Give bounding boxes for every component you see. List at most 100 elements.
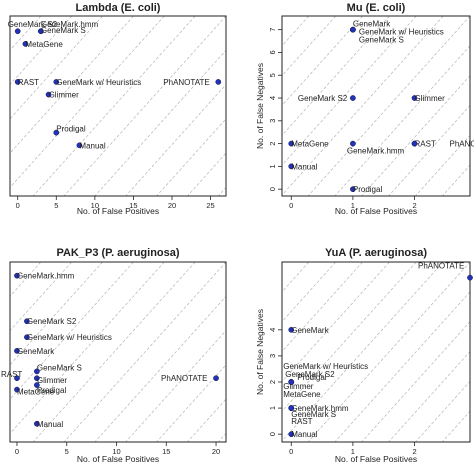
- diagonal-line: [282, 262, 417, 412]
- x-tick-label: 20: [212, 447, 220, 456]
- x-tick-label: 10: [112, 447, 120, 456]
- diagonal-line: [282, 16, 444, 196]
- x-axis-title: No. of False Positives: [77, 454, 159, 464]
- data-point: [53, 129, 60, 136]
- x-tick-label: 5: [65, 447, 69, 456]
- data-point: [45, 91, 52, 98]
- diagonal-reference-lines: [10, 16, 226, 196]
- point-label: GeneMark: [353, 20, 391, 29]
- point-label: PhANOTATE: [418, 262, 464, 271]
- point-label: Prodigal: [297, 373, 327, 382]
- data-point: [24, 334, 30, 341]
- point-label: Manual: [79, 141, 105, 150]
- diagonal-line: [361, 75, 470, 196]
- diagonal-line: [10, 16, 134, 154]
- y-tick-label: 3: [268, 354, 277, 358]
- x-axis-title: No. of False Positives: [335, 206, 417, 216]
- data-point: [288, 140, 295, 147]
- diagonal-line: [282, 16, 417, 166]
- point-label: Manual: [37, 420, 63, 429]
- x-tick-label: 5: [54, 201, 58, 210]
- diagonal-line: [442, 164, 470, 196]
- diagonal-line: [334, 45, 470, 196]
- point-label: GeneMark: [17, 347, 55, 356]
- x-tick-label: 15: [162, 447, 170, 456]
- x-axis-title: No. of False Positives: [335, 454, 417, 464]
- y-tick-label: 3: [268, 119, 277, 123]
- diagonal-line: [125, 330, 226, 442]
- diagonal-line: [307, 16, 470, 196]
- diagonal-line: [282, 16, 363, 107]
- diagonal-line: [10, 262, 134, 400]
- diagonal-line: [282, 16, 390, 136]
- diagonal-line: [282, 262, 363, 353]
- data-point: [14, 272, 20, 279]
- data-point: [411, 140, 418, 147]
- point-label: GeneMark.hmm: [41, 20, 99, 29]
- data-point: [467, 274, 473, 281]
- diagonal-line: [32, 262, 196, 442]
- x-tick-label: 2: [412, 201, 416, 210]
- y-tick-label: 0: [268, 187, 277, 191]
- y-tick-label: 2: [268, 142, 277, 146]
- y-tick-label: 4: [268, 96, 277, 100]
- data-point: [22, 41, 29, 47]
- diagonal-line: [39, 16, 201, 196]
- x-tick-label: 2: [412, 447, 416, 456]
- data-point: [14, 28, 21, 35]
- x-tick-label: 20: [168, 201, 176, 210]
- chart-title: YuA (P. aeruginosa): [325, 247, 427, 259]
- point-label: GeneMark w/ Heuristics: [56, 78, 141, 87]
- diagonal-reference-lines: [282, 262, 470, 442]
- y-axis-title: No. of False Negatives: [255, 309, 265, 395]
- point-label: Glimmer: [283, 382, 314, 391]
- diagonal-line: [66, 16, 228, 196]
- diagonal-line: [32, 16, 196, 196]
- plot-frame: [281, 261, 471, 443]
- point-label: MetaGene: [17, 388, 55, 397]
- point-label: Glimmer: [37, 376, 68, 385]
- data-point: [38, 28, 44, 35]
- x-tick-label: 0: [16, 201, 20, 210]
- data-point: [350, 140, 356, 147]
- data-point: [34, 368, 40, 375]
- point-label: MetaGene: [283, 390, 321, 399]
- point-label: RAST: [291, 417, 312, 426]
- y-axis-title: No. of False Negatives: [255, 63, 265, 149]
- point-label: GeneMark S: [359, 36, 404, 45]
- point-label: GeneMark.hmm: [347, 147, 405, 156]
- point-label: GeneMark S: [291, 410, 336, 419]
- x-tick-label: 0: [289, 201, 293, 210]
- diagonal-line: [10, 262, 103, 366]
- chart-panel-3: PAK_P3 (P. aeruginosa) 0 5 10 15 20 No. of Fal…: [1, 247, 227, 464]
- point-label: GeneMark S2: [285, 370, 335, 379]
- point-label: GeneMark w/ Heuristics: [27, 333, 112, 342]
- data-point: [288, 163, 295, 170]
- diagonal-line: [361, 321, 470, 442]
- y-tick-label: 0: [268, 432, 277, 436]
- point-label: Prodigal: [37, 386, 67, 395]
- data-point: [53, 79, 60, 85]
- data-point: [411, 95, 418, 101]
- point-label: RAST: [415, 140, 436, 149]
- data-point: [288, 379, 295, 385]
- data-point: [34, 420, 40, 427]
- x-tick-label: 0: [289, 447, 293, 456]
- x-tick-label: 1: [351, 447, 355, 456]
- diagonal-line: [10, 262, 72, 332]
- diagonal-line: [63, 16, 226, 196]
- point-label: Manual: [291, 430, 317, 439]
- point-label: MetaGene: [25, 40, 63, 49]
- diagonal-line: [415, 134, 470, 196]
- diagonal-line: [156, 364, 226, 442]
- diagonal-line: [10, 262, 42, 297]
- point-label: Glimmer: [49, 91, 80, 100]
- plot-frame: [9, 15, 227, 197]
- chart-title: Mu (E. coli): [347, 2, 406, 14]
- point-label: GeneMark S: [37, 363, 82, 372]
- point-label: Prodigal: [56, 125, 86, 134]
- point-label: GeneMark S2: [8, 20, 58, 29]
- plot-frame: [9, 261, 227, 443]
- point-label: GeneMark w/ Heuristics: [283, 362, 368, 371]
